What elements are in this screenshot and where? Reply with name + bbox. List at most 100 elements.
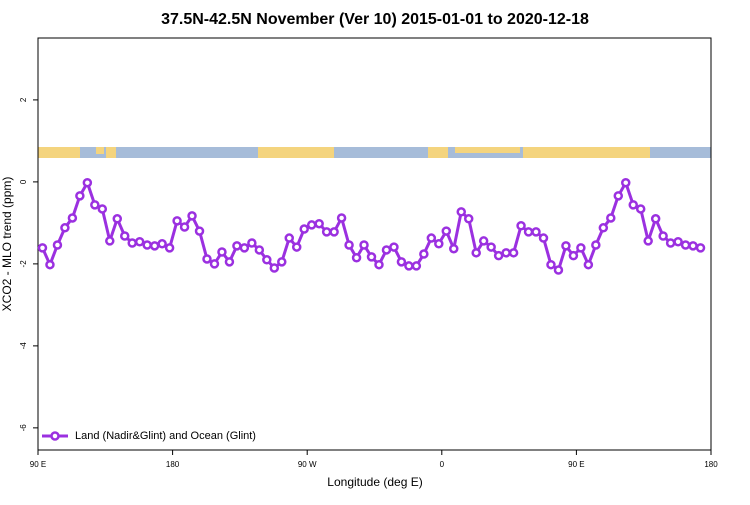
point xyxy=(583,259,594,270)
point xyxy=(202,254,212,264)
point xyxy=(164,243,175,253)
point xyxy=(97,204,108,214)
point xyxy=(665,238,676,248)
x-tick-label: 90 E xyxy=(30,460,46,469)
point xyxy=(568,250,579,261)
point xyxy=(82,177,93,188)
point xyxy=(508,248,519,258)
land-strip xyxy=(428,147,448,158)
point xyxy=(52,240,63,250)
point xyxy=(493,250,504,261)
point xyxy=(67,213,78,223)
point xyxy=(471,248,481,258)
point xyxy=(37,243,48,253)
x-tick-label: 90 W xyxy=(298,460,317,469)
y-axis-label: XCO2 - MLO trend (ppm) xyxy=(0,177,14,312)
point xyxy=(516,221,526,231)
point xyxy=(105,236,115,246)
y-tick-label: -4 xyxy=(19,342,28,350)
point xyxy=(389,242,399,252)
point xyxy=(209,259,220,269)
point xyxy=(187,211,197,221)
point xyxy=(45,259,55,270)
point xyxy=(411,261,422,271)
y-tick-label: 0 xyxy=(19,179,28,184)
legend-label: Land (Nadir&Glint) and Ocean (Glint) xyxy=(75,430,256,442)
land-strip xyxy=(455,147,520,153)
point xyxy=(396,257,407,267)
point xyxy=(404,261,414,271)
chart-title: 37.5N-42.5N November (Ver 10) 2015-01-01… xyxy=(161,11,589,28)
point xyxy=(538,233,549,243)
x-axis-label: Longitude (deg E) xyxy=(327,475,422,489)
point xyxy=(291,242,302,252)
point xyxy=(262,255,272,265)
point xyxy=(254,245,265,255)
point xyxy=(553,265,564,275)
y-tick-label: 2 xyxy=(19,97,28,102)
point xyxy=(149,241,160,251)
land-strip xyxy=(258,147,334,158)
point xyxy=(127,238,137,248)
point xyxy=(142,240,152,250)
point xyxy=(478,236,489,246)
legend-marker xyxy=(50,431,60,441)
point xyxy=(232,241,242,251)
point xyxy=(247,238,257,248)
point xyxy=(217,247,227,257)
land-strip xyxy=(38,147,80,158)
point xyxy=(613,191,624,201)
point xyxy=(112,214,123,224)
point xyxy=(456,207,466,217)
point xyxy=(695,243,706,253)
point xyxy=(643,236,653,246)
x-tick-label: 90 E xyxy=(568,460,584,469)
y-tick-label: -2 xyxy=(19,260,28,268)
point xyxy=(463,214,474,224)
point xyxy=(441,226,452,236)
land-strip xyxy=(523,147,650,158)
point xyxy=(501,248,511,258)
point xyxy=(531,227,541,237)
point xyxy=(60,223,70,233)
point xyxy=(299,224,309,234)
point xyxy=(314,218,324,229)
point xyxy=(621,177,631,188)
point xyxy=(359,240,369,250)
point xyxy=(172,216,182,226)
point xyxy=(134,236,145,247)
x-tick-label: 180 xyxy=(166,460,180,469)
y-tick-label: -6 xyxy=(19,424,28,432)
point xyxy=(90,200,100,210)
point xyxy=(673,236,683,247)
point xyxy=(374,259,384,270)
x-tick-label: 180 xyxy=(704,460,718,469)
land-strip xyxy=(106,147,116,158)
point xyxy=(179,222,190,232)
point xyxy=(576,243,586,253)
point xyxy=(381,245,392,255)
point xyxy=(650,214,661,224)
point xyxy=(194,226,205,236)
point xyxy=(224,257,235,267)
point xyxy=(658,231,668,241)
point xyxy=(284,233,295,243)
point xyxy=(434,239,444,249)
point xyxy=(321,227,332,237)
point xyxy=(591,240,601,250)
ocean-strip xyxy=(38,147,711,158)
point xyxy=(635,204,646,214)
land-ocean-strip xyxy=(38,147,711,158)
point xyxy=(75,191,85,201)
point xyxy=(688,241,698,251)
point xyxy=(561,241,571,251)
point xyxy=(523,227,534,237)
plot-frame xyxy=(37,37,712,451)
point xyxy=(426,233,437,243)
point xyxy=(277,257,287,267)
point xyxy=(486,242,496,252)
point xyxy=(449,243,459,254)
point xyxy=(419,249,429,259)
